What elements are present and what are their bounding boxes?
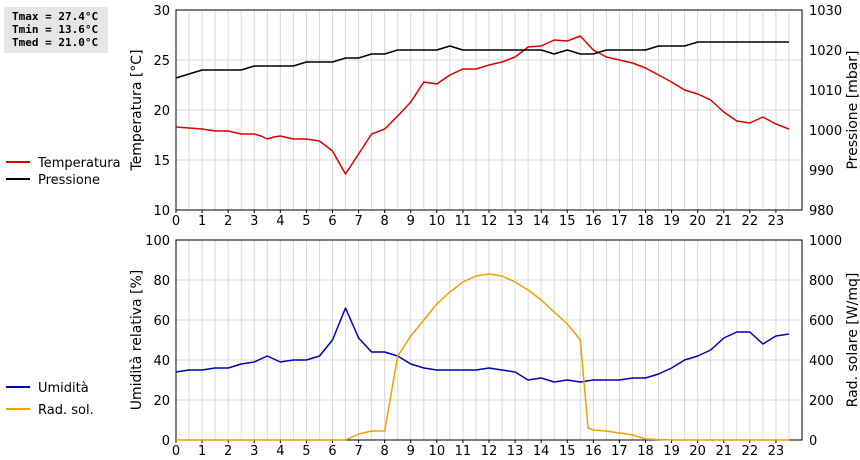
y-axis-label-left: Temperatura [°C] (129, 49, 145, 171)
y-tick-label-right: 0 (809, 434, 817, 449)
legend-label: Umidità (38, 381, 89, 396)
y-tick-label-left: 40 (153, 354, 170, 369)
y-axis-label-right: Rad. solare [W/mq] (845, 273, 860, 408)
x-tick-label: 10 (429, 444, 446, 459)
y-tick-label-right: 990 (809, 164, 834, 179)
x-tick-label: 1 (198, 444, 206, 459)
x-tick-label: 23 (768, 444, 785, 459)
x-tick-label: 4 (276, 444, 284, 459)
y-tick-label-right: 400 (809, 354, 834, 369)
x-tick-label: 2 (224, 444, 232, 459)
series-line-rad-sol (176, 273, 789, 441)
x-tick-label: 18 (637, 444, 654, 459)
y-tick-label-right: 800 (809, 274, 834, 289)
x-tick-label: 15 (559, 214, 576, 229)
x-tick-label: 12 (481, 214, 498, 229)
x-tick-label: 15 (559, 444, 576, 459)
x-tick-label: 12 (481, 444, 498, 459)
y-axis-label-right: Pressione [mbar] (845, 50, 860, 169)
y-tick-label-left: 80 (153, 274, 170, 289)
x-tick-label: 10 (429, 214, 446, 229)
x-tick-label: 20 (689, 214, 706, 229)
x-tick-label: 3 (250, 444, 258, 459)
y-tick-label-left: 25 (153, 54, 170, 69)
x-tick-label: 7 (354, 214, 362, 229)
x-tick-label: 22 (742, 444, 759, 459)
series-line-temperatura (175, 35, 790, 175)
x-tick-label: 8 (381, 444, 389, 459)
x-tick-label: 14 (533, 214, 550, 229)
x-tick-label: 11 (455, 444, 472, 459)
x-tick-label: 7 (354, 444, 362, 459)
x-tick-label: 19 (663, 444, 680, 459)
x-tick-label: 17 (611, 444, 628, 459)
y-tick-label-right: 980 (809, 204, 834, 219)
x-tick-label: 23 (768, 214, 785, 229)
y-tick-label-right: 1000 (809, 234, 842, 249)
y-tick-label-left: 20 (153, 394, 170, 409)
y-tick-label-left: 10 (153, 204, 170, 219)
x-tick-label: 21 (715, 214, 732, 229)
x-tick-label: 19 (663, 214, 680, 229)
x-tick-label: 21 (715, 444, 732, 459)
y-tick-label-left: 100 (145, 234, 170, 249)
y-tick-label-left: 30 (153, 4, 170, 19)
y-tick-label-right: 600 (809, 314, 834, 329)
tmin-label: Tmin = 13.6°C (12, 23, 99, 36)
x-tick-label: 6 (328, 444, 336, 459)
x-tick-label: 8 (381, 214, 389, 229)
tmax-label: Tmax = 27.4°C (12, 10, 99, 23)
x-tick-label: 14 (533, 444, 550, 459)
series-line-pressione (175, 41, 789, 79)
y-tick-label-right: 1030 (809, 4, 842, 19)
x-tick-label: 0 (172, 444, 180, 459)
y-tick-label-left: 60 (153, 314, 170, 329)
x-tick-label: 0 (172, 214, 180, 229)
x-tick-label: 13 (507, 214, 524, 229)
x-tick-label: 16 (585, 444, 602, 459)
tmed-label: Tmed = 21.0°C (12, 36, 99, 49)
y-tick-label-right: 1020 (809, 44, 842, 59)
x-tick-label: 20 (689, 444, 706, 459)
legend-label: Rad. sol. (38, 403, 94, 418)
x-tick-label: 5 (302, 444, 310, 459)
y-tick-label-right: 200 (809, 394, 834, 409)
x-tick-label: 16 (585, 214, 602, 229)
y-tick-label-left: 15 (153, 154, 170, 169)
legend-label: Pressione (38, 173, 100, 188)
x-tick-label: 2 (224, 214, 232, 229)
x-tick-label: 1 (198, 214, 206, 229)
stats-box: Tmax = 27.4°C Tmin = 13.6°C Tmed = 21.0°… (4, 7, 108, 53)
x-tick-label: 17 (611, 214, 628, 229)
y-axis-label-left: Umidità relativa [%] (129, 270, 145, 411)
x-tick-label: 3 (250, 214, 258, 229)
x-tick-label: 13 (507, 444, 524, 459)
x-tick-label: 11 (455, 214, 472, 229)
y-tick-label-left: 20 (153, 104, 170, 119)
x-tick-label: 4 (276, 214, 284, 229)
y-tick-label-right: 1000 (809, 124, 842, 139)
legend-label: Temperatura (37, 156, 121, 171)
x-tick-label: 6 (328, 214, 336, 229)
x-tick-label: 9 (407, 214, 415, 229)
x-tick-label: 18 (637, 214, 654, 229)
series-line-umidit (175, 307, 790, 383)
x-tick-label: 22 (742, 214, 759, 229)
x-tick-label: 5 (302, 214, 310, 229)
y-tick-label-left: 0 (162, 434, 170, 449)
y-tick-label-right: 1010 (809, 84, 842, 99)
x-tick-label: 9 (407, 444, 415, 459)
